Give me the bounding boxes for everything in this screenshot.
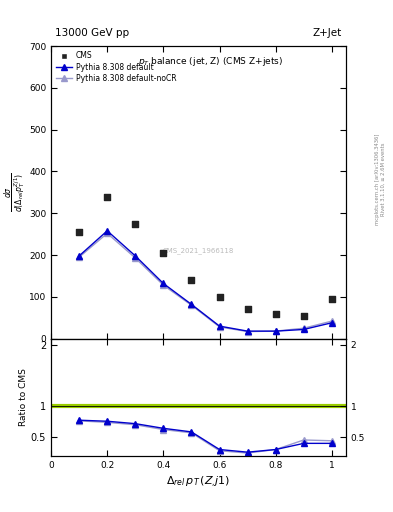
Text: CMS_2021_1966118: CMS_2021_1966118 xyxy=(163,247,234,254)
Pythia 8.308 default xyxy=(273,328,278,334)
Line: Pythia 8.308 default-noCR: Pythia 8.308 default-noCR xyxy=(76,230,335,335)
Pythia 8.308 default-noCR xyxy=(217,324,222,330)
Text: Z+Jet: Z+Jet xyxy=(313,28,342,38)
X-axis label: $\Delta_{rel}\,p_T\,(Z_{,}j1)$: $\Delta_{rel}\,p_T\,(Z_{,}j1)$ xyxy=(166,475,231,490)
CMS xyxy=(132,220,138,228)
Pythia 8.308 default xyxy=(133,253,138,259)
CMS xyxy=(160,249,167,257)
Pythia 8.308 default xyxy=(105,228,110,234)
CMS xyxy=(188,276,195,284)
Legend: CMS, Pythia 8.308 default, Pythia 8.308 default-noCR: CMS, Pythia 8.308 default, Pythia 8.308 … xyxy=(53,48,179,86)
Text: $p_T$ balance (jet, Z) (CMS Z+jets): $p_T$ balance (jet, Z) (CMS Z+jets) xyxy=(138,55,283,68)
Pythia 8.308 default xyxy=(217,323,222,329)
CMS xyxy=(76,228,82,236)
Pythia 8.308 default xyxy=(77,253,81,259)
Y-axis label: Ratio to CMS: Ratio to CMS xyxy=(19,368,28,426)
CMS xyxy=(104,193,110,201)
Pythia 8.308 default-noCR xyxy=(105,230,110,237)
Y-axis label: $\frac{d\sigma}{d(\Delta_{rel}p_T^{Zj1})}$: $\frac{d\sigma}{d(\Delta_{rel}p_T^{Zj1})… xyxy=(2,173,28,212)
Pythia 8.308 default-noCR xyxy=(77,254,81,260)
CMS xyxy=(329,295,335,303)
Pythia 8.308 default xyxy=(329,319,334,326)
Pythia 8.308 default-noCR xyxy=(273,328,278,334)
Text: 13000 GeV pp: 13000 GeV pp xyxy=(55,28,129,38)
Pythia 8.308 default-noCR xyxy=(189,302,194,308)
CMS xyxy=(217,293,223,301)
Pythia 8.308 default-noCR xyxy=(133,255,138,261)
Text: mcplots.cern.ch [arXiv:1306.3436]: mcplots.cern.ch [arXiv:1306.3436] xyxy=(375,134,380,225)
Pythia 8.308 default xyxy=(189,301,194,307)
Pythia 8.308 default-noCR xyxy=(245,329,250,335)
Pythia 8.308 default xyxy=(161,281,166,287)
CMS xyxy=(272,309,279,317)
Pythia 8.308 default xyxy=(245,328,250,334)
Pythia 8.308 default-noCR xyxy=(301,325,306,331)
Line: Pythia 8.308 default: Pythia 8.308 default xyxy=(76,228,335,334)
CMS xyxy=(301,312,307,320)
Pythia 8.308 default xyxy=(301,326,306,332)
Pythia 8.308 default-noCR xyxy=(329,318,334,324)
Pythia 8.308 default-noCR xyxy=(161,282,166,288)
CMS xyxy=(244,305,251,313)
Text: Rivet 3.1.10, ≥ 2.6M events: Rivet 3.1.10, ≥ 2.6M events xyxy=(381,142,386,216)
